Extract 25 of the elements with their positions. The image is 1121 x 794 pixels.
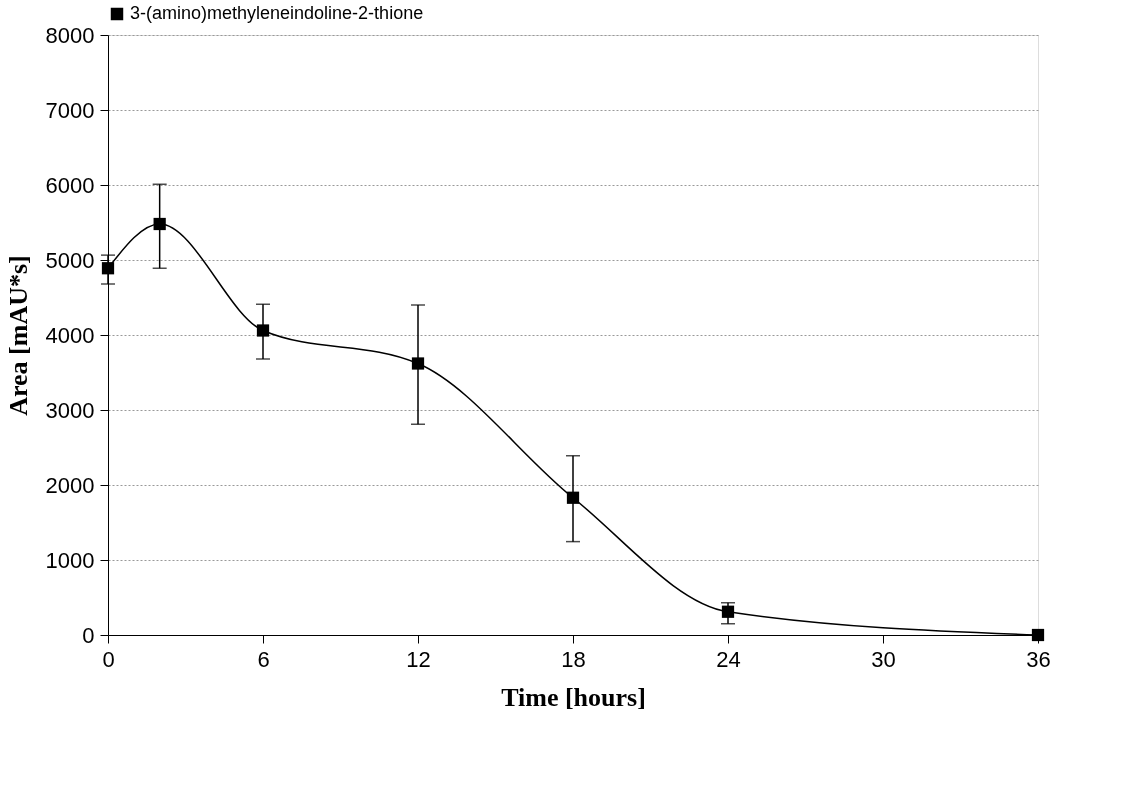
x-tick-label: 0 [102,646,115,672]
y-axis-title: Area [mAU*s] [3,255,33,416]
x-tick-label: 6 [257,646,270,672]
x-tick-label: 12 [406,646,431,672]
point [566,491,580,504]
point [153,217,166,231]
y-tick-label: 6000 [45,172,95,198]
y-tick-label: 0 [82,622,95,648]
point [721,605,735,618]
y-tick-label: 2000 [45,472,95,498]
point [256,324,270,337]
x-tick-label: 30 [871,646,896,672]
legend-label: 3-(amino)methyleneindoline-2-thione [130,3,424,23]
y-tick-label: 7000 [45,97,95,123]
point [411,357,425,370]
point [101,262,115,275]
y-tick-label: 1000 [45,547,95,573]
x-tick-label: 24 [716,646,741,672]
y-tick-label: 8000 [45,22,95,48]
x-tick-label: 18 [561,646,586,672]
y-tick-label: 4000 [45,322,95,348]
x-tick-label: 36 [1026,646,1051,672]
x-axis-title: Time [hours] [501,682,646,712]
y-tick-label: 3000 [45,397,95,423]
y-tick-label: 5000 [45,247,95,273]
